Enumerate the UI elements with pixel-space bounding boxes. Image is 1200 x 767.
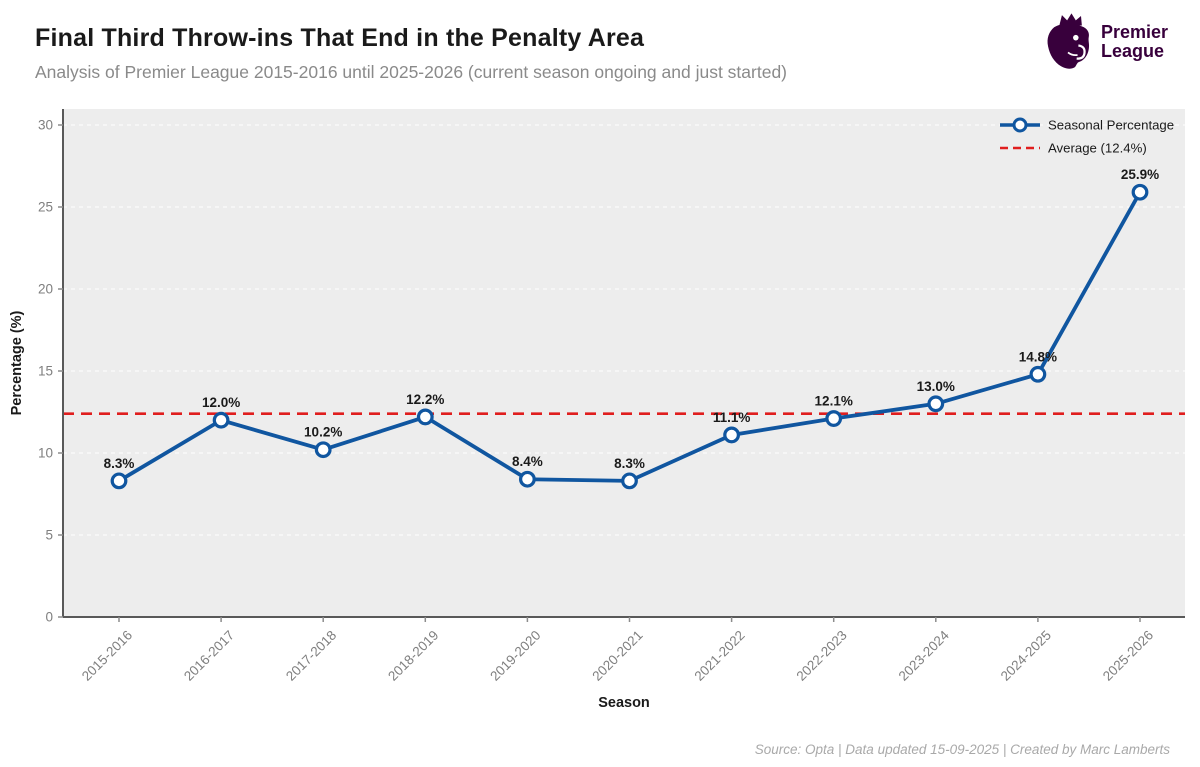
data-point	[110, 472, 128, 490]
data-point	[1131, 183, 1149, 201]
data-point	[825, 410, 843, 427]
x-tick-label: 2016-2017	[181, 628, 237, 684]
y-tick-label: 15	[38, 364, 53, 379]
y-tick-label: 5	[45, 528, 53, 543]
data-label: 12.1%	[815, 394, 853, 409]
premier-league-logo-text: Premier League	[1101, 23, 1168, 61]
data-label: 13.0%	[917, 379, 955, 394]
premier-league-logo: Premier League	[1042, 12, 1168, 72]
x-tick-label: 2017-2018	[283, 628, 339, 684]
data-label: 12.0%	[202, 395, 240, 410]
data-point	[519, 470, 536, 488]
x-tick-label: 2020-2021	[589, 628, 645, 684]
plot-background	[63, 109, 1185, 617]
data-label: 8.4%	[512, 454, 543, 469]
logo-word-premier: Premier	[1100, 22, 1168, 42]
data-label: 12.2%	[406, 392, 444, 407]
data-label: 8.3%	[104, 456, 135, 471]
logo-word-league: League	[1100, 41, 1164, 61]
x-tick-label: 2019-2020	[487, 628, 543, 684]
data-point	[212, 411, 230, 429]
data-label: 11.1%	[713, 410, 751, 425]
page-title: Final Third Throw-ins That End in the Pe…	[35, 24, 645, 52]
data-point	[314, 441, 332, 459]
y-tick-label: 10	[38, 446, 53, 461]
x-tick-label: 2024-2025	[998, 628, 1054, 684]
x-tick-label: 2023-2024	[896, 627, 953, 684]
source-credit: Source: Opta | Data updated 15-09-2025 |…	[754, 742, 1170, 757]
data-point	[1029, 365, 1047, 383]
y-tick-label: 25	[38, 200, 53, 215]
legend-label: Average (12.4%)	[1048, 141, 1147, 156]
x-tick-label: 2025-2026	[1100, 628, 1156, 684]
legend-marker	[1012, 117, 1028, 133]
y-tick-label: 20	[38, 282, 53, 297]
y-tick-label: 30	[38, 118, 53, 133]
x-tick-label: 2015-2016	[79, 628, 135, 684]
page-subtitle: Analysis of Premier League 2015-2016 unt…	[35, 62, 788, 82]
data-point	[927, 395, 945, 413]
x-tick-label: 2018-2019	[385, 628, 441, 684]
data-point	[723, 426, 740, 444]
data-label: 14.8%	[1019, 349, 1057, 364]
x-tick-label: 2022-2023	[794, 628, 850, 684]
legend-label: Seasonal Percentage	[1048, 118, 1174, 133]
premier-league-lion-icon	[1047, 13, 1090, 69]
data-point	[416, 408, 434, 426]
data-point	[621, 472, 638, 490]
y-tick-label: 0	[45, 610, 53, 625]
x-axis-title: Season	[598, 695, 650, 711]
y-axis-title: Percentage (%)	[9, 310, 25, 415]
line-chart: 8.3% 12.0% 10.2% 12.2% 8.4% 8.3% 11.1% 12.1% 13.…	[9, 109, 1185, 711]
data-label: 10.2%	[304, 425, 342, 440]
x-tick-label: 2021-2022	[691, 628, 747, 684]
data-label: 8.3%	[614, 456, 645, 471]
data-label: 25.9%	[1121, 167, 1159, 182]
